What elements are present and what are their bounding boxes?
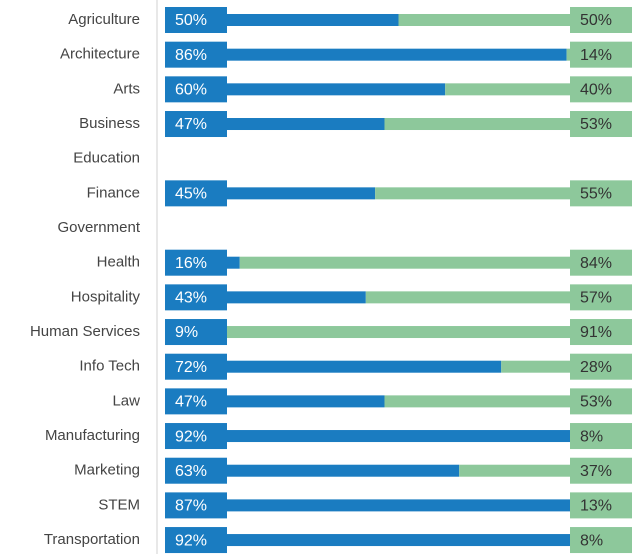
category-label: Marketing [74, 462, 140, 479]
category-label: Business [79, 115, 140, 132]
label-box [165, 492, 227, 519]
category-label: Health [97, 254, 140, 271]
label-box [165, 527, 227, 554]
value-label: 72% [175, 359, 207, 376]
category-label: Education [73, 150, 140, 167]
label-box [570, 353, 632, 380]
value-label: 14% [580, 47, 612, 64]
bar-segment [165, 83, 446, 96]
category-label: STEM [98, 496, 140, 513]
bar-segment [165, 464, 460, 477]
bar-segment [165, 360, 502, 373]
label-box [570, 41, 632, 68]
label-box [165, 41, 227, 68]
label-box [570, 180, 632, 207]
bar-segment [365, 291, 632, 304]
category-label: Hospitality [71, 288, 141, 305]
value-label: 60% [175, 82, 207, 99]
value-label: 63% [175, 463, 207, 480]
category-label: Info Tech [79, 358, 140, 375]
label-box [165, 457, 227, 484]
value-label: 50% [580, 12, 612, 29]
label-box [165, 423, 227, 450]
value-label: 45% [175, 186, 207, 203]
value-label: 84% [580, 255, 612, 272]
label-box [570, 457, 632, 484]
label-box [165, 76, 227, 103]
value-label: 8% [580, 532, 603, 549]
bar-segment [239, 256, 632, 269]
bar-segment [207, 326, 632, 339]
label-box [570, 284, 632, 311]
value-label: 53% [580, 394, 612, 411]
value-label: 57% [580, 290, 612, 307]
value-label: 43% [175, 290, 207, 307]
bar-segment [375, 187, 632, 200]
label-box [165, 353, 227, 380]
value-label: 9% [175, 324, 198, 341]
value-label: 47% [175, 394, 207, 411]
bar-segment [165, 48, 567, 61]
category-label: Human Services [30, 323, 140, 340]
label-box [570, 76, 632, 103]
label-box [165, 180, 227, 207]
value-label: 13% [580, 498, 612, 515]
bar-segment [165, 499, 572, 512]
category-label: Architecture [60, 46, 140, 63]
label-box [570, 319, 632, 346]
value-label: 50% [175, 12, 207, 29]
label-box [165, 284, 227, 311]
value-label: 91% [580, 324, 612, 341]
category-label: Transportation [44, 531, 140, 548]
value-label: 40% [580, 82, 612, 99]
value-label: 87% [175, 498, 207, 515]
category-label: Finance [87, 184, 140, 201]
category-label: Manufacturing [45, 427, 140, 444]
value-label: 92% [175, 532, 207, 549]
label-box [570, 492, 632, 519]
bar-segment [165, 534, 595, 547]
label-box [165, 7, 227, 33]
label-box [165, 111, 227, 138]
label-box [165, 388, 227, 415]
category-label: Agriculture [68, 11, 140, 28]
label-box [570, 388, 632, 415]
label-box [165, 319, 227, 346]
value-label: 55% [580, 186, 612, 203]
value-label: 47% [175, 116, 207, 133]
value-label: 92% [175, 428, 207, 445]
label-box [570, 249, 632, 276]
label-box [570, 111, 632, 138]
category-label: Law [112, 392, 140, 409]
label-box [165, 249, 227, 276]
bar-segment [165, 430, 595, 443]
category-label: Government [57, 219, 140, 236]
value-label: 28% [580, 359, 612, 376]
category-label: Arts [113, 80, 140, 97]
label-box [570, 7, 632, 33]
value-label: 53% [580, 116, 612, 133]
label-box [570, 423, 632, 450]
value-label: 16% [175, 255, 207, 272]
label-box [570, 527, 632, 554]
value-label: 8% [580, 428, 603, 445]
value-label: 37% [580, 463, 612, 480]
value-label: 86% [175, 47, 207, 64]
